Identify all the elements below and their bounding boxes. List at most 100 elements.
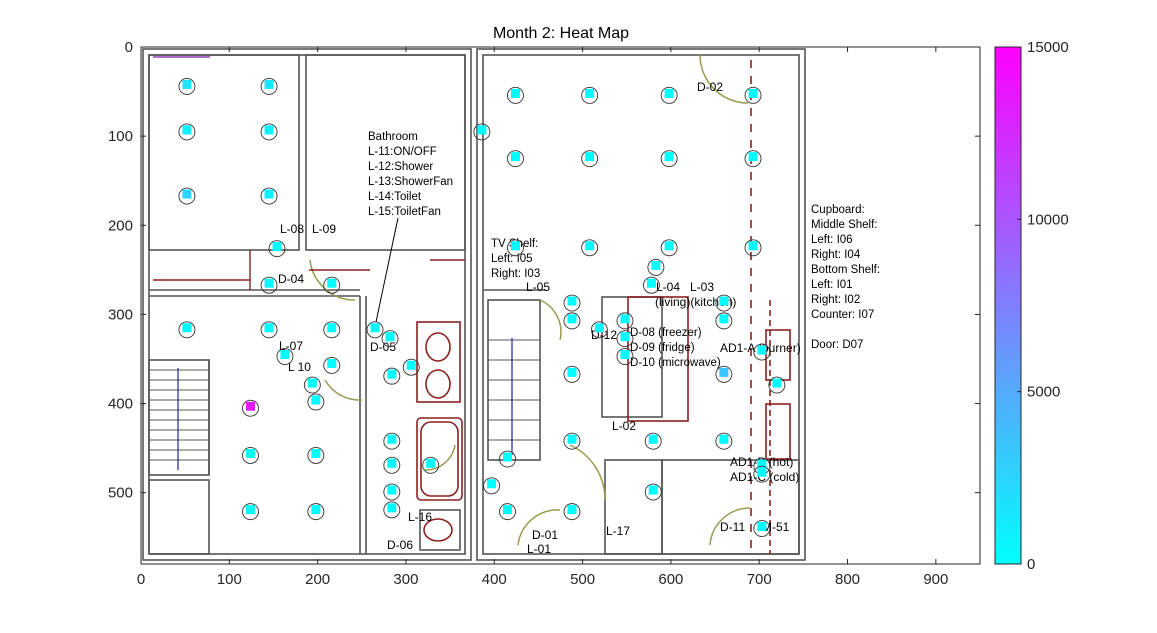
heat-cell [246, 401, 256, 411]
x-tick-label: 700 [747, 571, 772, 588]
bathroom-line: L-15:ToiletFan [368, 206, 441, 218]
heat-cell [387, 503, 397, 513]
sensor-ring [715, 294, 733, 312]
heat-cell [264, 323, 274, 333]
cupboard-line: Bottom Shelf: [811, 264, 880, 276]
bathroom-line: L-12:Shower [368, 161, 433, 173]
cupboard-heading: Cupboard: [811, 204, 865, 216]
sensor-ring [383, 483, 401, 501]
sensor-ring [383, 367, 401, 385]
sensor-ring [383, 456, 401, 474]
heat-cell [264, 278, 274, 288]
heat-cell [748, 241, 758, 251]
heat-cell [772, 378, 782, 388]
heat-cell [387, 369, 397, 379]
sensor-ring [563, 432, 581, 450]
heat-cell [567, 505, 577, 515]
heat-cell [387, 434, 397, 444]
heat-cell [757, 345, 767, 355]
heat-cell [748, 152, 758, 162]
sensor-ring [753, 465, 771, 483]
y-tick-label: 100 [108, 128, 133, 145]
bathroom-line: L-14:Toilet [368, 191, 422, 203]
x-tick-label: 0 [137, 571, 145, 588]
floorplan [142, 48, 806, 561]
sensor-ring [242, 399, 259, 417]
room-label: D-05 [370, 340, 396, 354]
bathroom-heading: Bathroom [368, 131, 418, 143]
sensor-ring [483, 477, 501, 495]
heat-cell [264, 79, 274, 89]
heat-cell [757, 522, 767, 532]
appliance-label: D-08 (freezer) [630, 327, 702, 339]
sensor-ring [307, 393, 325, 411]
heat-cell [719, 296, 729, 306]
heat-cell [311, 395, 321, 405]
heat-cell [664, 152, 674, 162]
heat-cell [748, 88, 758, 98]
sensor-ring [715, 432, 733, 450]
sensor-ring [660, 239, 678, 257]
sensor-ring [323, 321, 341, 339]
chart-title: Month 2: Heat Map [493, 25, 629, 42]
x-tick-label: 500 [570, 571, 595, 588]
plot-frame [140, 46, 981, 565]
heat-cell [280, 350, 290, 360]
room-label: L-16 [408, 510, 432, 524]
sensor-markers [178, 77, 786, 538]
heat-cell [651, 260, 661, 270]
x-tick-label: 400 [482, 571, 507, 588]
bathroom-pointer [375, 217, 399, 323]
heat-cell [620, 350, 630, 360]
x-tick-label: 600 [658, 571, 683, 588]
appliance-label: D-10 (microwave) [630, 357, 721, 369]
sensor-ring [753, 343, 771, 361]
sensor-ring [507, 86, 524, 104]
y-tick-label: 500 [108, 485, 133, 502]
room-label: L-01 [527, 542, 551, 556]
sensor-ring [178, 123, 196, 141]
sensor-ring [307, 447, 325, 464]
sensor-ring [499, 503, 516, 521]
heat-cell [664, 88, 674, 98]
room-label: L 10 [288, 360, 311, 374]
sensor-ring [260, 187, 278, 205]
sensor-ring [323, 276, 341, 294]
heat-cell [585, 241, 595, 251]
sensor-ring [242, 447, 259, 464]
heat-cell [648, 485, 658, 495]
sensor-ring [307, 503, 325, 521]
heat-cell [664, 241, 674, 251]
room-label: L-17 [606, 524, 630, 538]
x-tick-label: 800 [835, 571, 860, 588]
sensor-ring [644, 483, 662, 501]
heat-cell [503, 452, 513, 462]
y-tick-label: 0 [125, 39, 133, 56]
heat-cell [387, 458, 397, 468]
heat-cell [510, 241, 520, 251]
sensor-ring [178, 321, 196, 339]
sensor-ring [563, 312, 581, 330]
heat-cell [272, 242, 282, 252]
cupboard-line: Middle Shelf: [811, 219, 877, 231]
heat-cell [311, 505, 321, 515]
sensor-ring [590, 321, 608, 339]
sensor-ring [581, 239, 599, 257]
sensor-ring [563, 294, 581, 312]
sensor-ring [744, 86, 762, 104]
sensor-ring [422, 456, 440, 474]
sensor-ring [507, 150, 524, 168]
heat-cell [594, 323, 604, 333]
sensor-ring [581, 86, 599, 104]
sensor-ring [381, 330, 399, 348]
sensor-ring [366, 321, 384, 339]
sensor-ring [616, 312, 634, 330]
heat-cell [510, 88, 520, 98]
heat-cell [719, 367, 729, 377]
annotation-text: Bathroom L-11:ON/OFF L-12:Shower L-13:Sh… [278, 80, 880, 556]
sensor-ring [744, 150, 762, 168]
sensor-ring [178, 77, 196, 95]
heat-cell [246, 448, 256, 458]
heat-cell [620, 314, 630, 324]
